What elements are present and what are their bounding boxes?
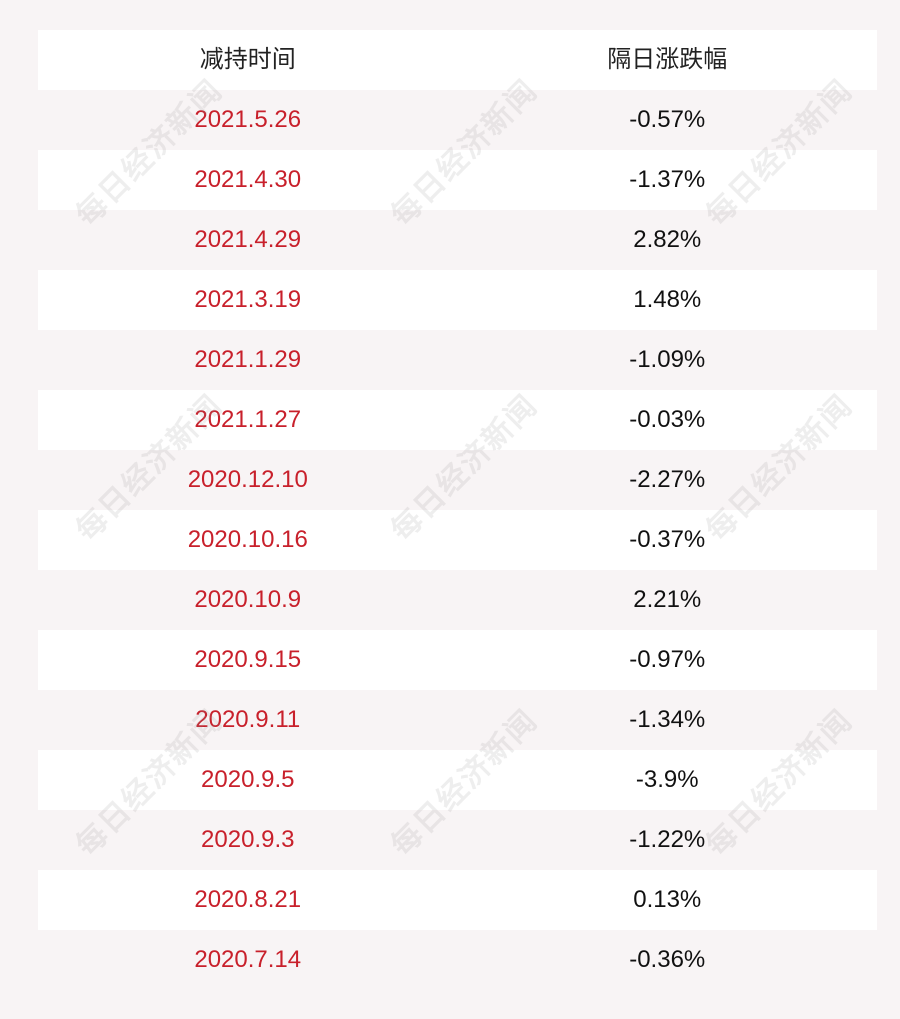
table-row: 2021.4.29 2.82% [38,210,877,270]
date-cell: 2020.9.11 [195,706,301,733]
data-table: 减持时间 隔日涨跌幅 2021.5.26 -0.57% 2021.4.30 -1.37… [38,30,877,990]
table-row: 2020.10.16 -0.37% [38,510,877,570]
table-row: 2021.3.19 1.48% [38,270,877,330]
table-row: 2021.5.26 -0.57% [38,90,877,150]
date-cell: 2021.5.26 [194,106,302,133]
change-cell: 1.48% [633,286,702,313]
date-cell: 2020.7.14 [194,946,302,973]
table-row: 2020.7.14 -0.36% [38,930,877,990]
table-row: 2020.12.10 -2.27% [38,450,877,510]
table-body: 2021.5.26 -0.57% 2021.4.30 -1.37% 2021.4.29 2… [38,90,877,990]
date-cell: 2021.4.29 [194,226,302,253]
header-date: 减持时间 [199,46,296,73]
date-cell: 2020.10.9 [194,586,302,613]
change-cell: -0.57% [629,106,706,133]
date-cell: 2020.12.10 [187,466,308,493]
table-row: 2021.1.29 -1.09% [38,330,877,390]
table-row: 2020.10.9 2.21% [38,570,877,630]
change-cell: 2.21% [633,586,702,613]
change-cell: -0.97% [629,646,706,673]
table-row: 2020.8.21 0.13% [38,870,877,930]
date-cell: 2020.9.5 [201,766,295,793]
table-row: 2021.4.30 -1.37% [38,150,877,210]
change-cell: -0.36% [629,946,706,973]
change-cell: -1.37% [629,166,706,193]
change-cell: -1.22% [629,826,706,853]
date-cell: 2021.1.27 [194,406,302,433]
change-cell: -1.34% [629,706,706,733]
change-cell: 2.82% [633,226,702,253]
change-cell: -0.03% [629,406,706,433]
table-row: 2020.9.5 -3.9% [38,750,877,810]
table-row: 2020.9.11 -1.34% [38,690,877,750]
date-cell: 2020.8.21 [194,886,302,913]
change-cell: -2.27% [629,466,706,493]
change-cell: -3.9% [635,766,699,793]
change-cell: -0.37% [629,526,706,553]
date-cell: 2021.3.19 [194,286,302,313]
date-cell: 2020.10.16 [187,526,308,553]
table-row: 2020.9.3 -1.22% [38,810,877,870]
table-row: 2020.9.15 -0.97% [38,630,877,690]
table-row: 2021.1.27 -0.03% [38,390,877,450]
header-change: 隔日涨跌幅 [607,46,728,73]
date-cell: 2021.1.29 [194,346,302,373]
change-cell: 0.13% [633,886,702,913]
table-header-row: 减持时间 隔日涨跌幅 [38,30,877,90]
date-cell: 2020.9.3 [201,826,295,853]
date-cell: 2020.9.15 [194,646,302,673]
date-cell: 2021.4.30 [194,166,302,193]
change-cell: -1.09% [629,346,706,373]
